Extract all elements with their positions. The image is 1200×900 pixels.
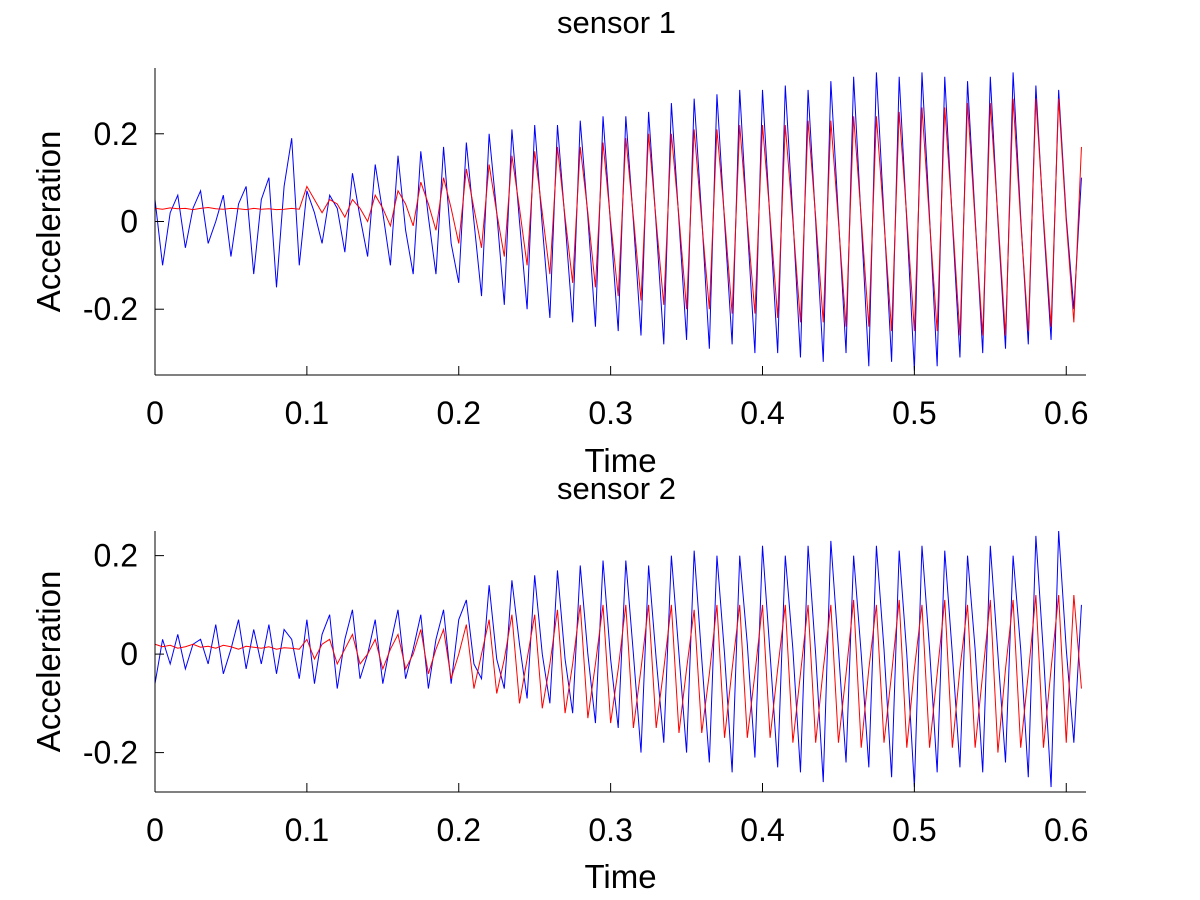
x-tick-label: 0.5: [892, 395, 936, 431]
x-tick-label: 0.1: [285, 395, 329, 431]
data-line: [154, 594, 1082, 753]
y-axis-label: Acceleration: [30, 131, 67, 313]
x-tick-label: 0.3: [588, 812, 632, 848]
x-tick-label: 0: [146, 395, 164, 431]
y-tick-label: 0.2: [94, 116, 138, 152]
x-axis-label: Time: [584, 858, 656, 895]
data-line: [154, 72, 1082, 371]
y-tick-label: 0: [120, 204, 138, 240]
x-tick-label: 0.1: [285, 812, 329, 848]
chart-title: sensor 2: [557, 471, 676, 506]
x-tick-label: 0.5: [892, 812, 936, 848]
x-tick-label: 0: [146, 812, 164, 848]
data-line: [154, 98, 1082, 336]
data-line: [154, 530, 1082, 788]
y-axis-label: Acceleration: [30, 571, 67, 753]
x-tick-label: 0.2: [437, 395, 481, 431]
x-axis-label: Time: [584, 442, 656, 479]
x-tick-label: 0.6: [1044, 395, 1088, 431]
x-tick-label: 0.6: [1044, 812, 1088, 848]
x-tick-label: 0.4: [740, 812, 784, 848]
y-tick-label: -0.2: [83, 735, 138, 771]
x-tick-label: 0.2: [437, 812, 481, 848]
y-tick-label: -0.2: [83, 291, 138, 327]
x-tick-label: 0.3: [588, 395, 632, 431]
y-tick-label: 0.2: [94, 538, 138, 574]
y-tick-label: 0: [120, 636, 138, 672]
chart-title: sensor 1: [557, 5, 676, 40]
x-tick-label: 0.4: [740, 395, 784, 431]
